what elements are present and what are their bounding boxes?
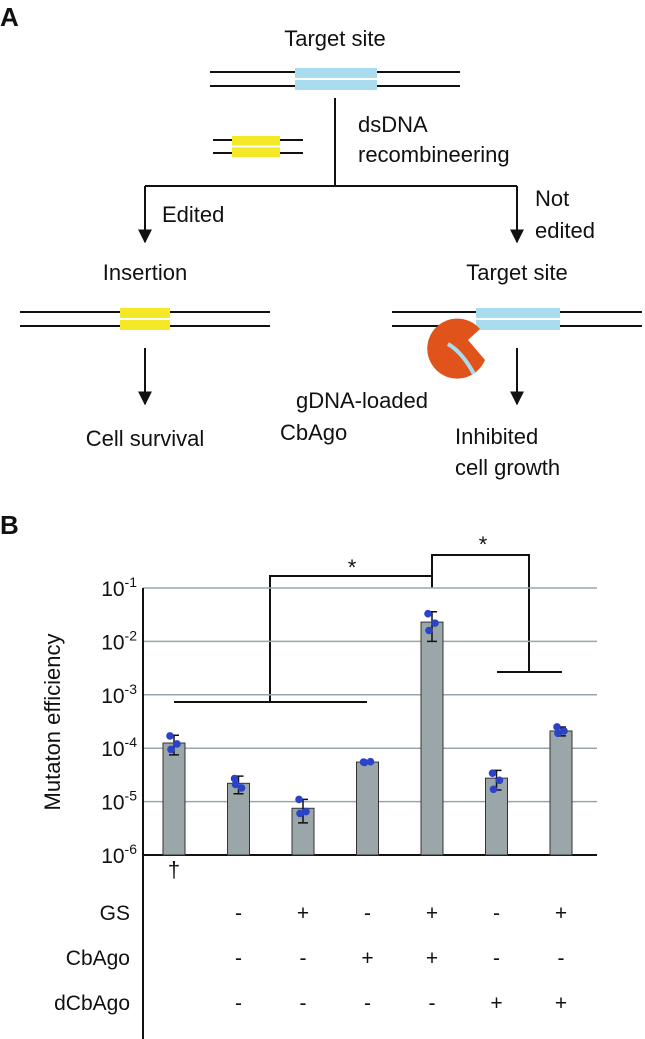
data-point [302, 807, 310, 816]
tick-base: 10 [101, 631, 124, 654]
label: Inhibited [455, 424, 538, 449]
condition-sign: - [429, 992, 436, 1015]
label: gDNA-loaded [296, 388, 428, 413]
data-point [488, 769, 497, 778]
condition-sign: + [426, 902, 438, 925]
condition-sign: - [558, 947, 565, 970]
tick-exp: -6 [125, 841, 138, 857]
data-point [166, 732, 174, 740]
annotation: * [348, 555, 357, 580]
y-tick-label: 10-1 [101, 574, 137, 601]
condition-sign: - [493, 902, 500, 925]
panel-label: A [0, 2, 19, 32]
label: dsDNA [358, 112, 428, 137]
condition-sign: + [555, 992, 567, 1015]
label: edited [535, 218, 595, 243]
label: Cell survival [86, 426, 205, 451]
condition-label: dCbAgo [54, 992, 130, 1015]
data-point [167, 745, 175, 754]
bar [162, 742, 186, 856]
bar [420, 621, 444, 856]
data-point [230, 774, 239, 783]
tick-base: 10 [101, 578, 124, 601]
condition-sign: + [490, 992, 502, 1015]
tick-exp: -2 [125, 627, 138, 643]
data-point [425, 626, 433, 635]
condition-sign: - [235, 992, 242, 1015]
tick-exp: -5 [125, 788, 138, 804]
label: recombineering [358, 142, 510, 167]
label: Insertion [103, 260, 187, 285]
y-tick-label: 10-6 [101, 841, 137, 868]
label: Target site [466, 260, 568, 285]
label: Not [535, 186, 569, 211]
condition-sign: - [364, 902, 371, 925]
condition-sign: - [300, 947, 307, 970]
data-point [560, 727, 568, 735]
data-point [295, 795, 303, 804]
condition-sign: - [493, 947, 500, 970]
condition-label: GS [100, 902, 130, 925]
tick-exp: -4 [125, 734, 138, 750]
tick-exp: -1 [125, 574, 138, 590]
data-point [424, 609, 432, 618]
data-point [554, 729, 562, 738]
data-point [431, 619, 439, 627]
y-axis-label: Mutaton efficiency [40, 634, 65, 811]
label: Target site [284, 26, 386, 51]
condition-sign: - [235, 902, 242, 925]
tick-base: 10 [101, 738, 124, 761]
condition-sign: - [235, 947, 242, 970]
y-tick-label: 10-2 [101, 627, 137, 654]
tick-exp: -3 [125, 681, 138, 697]
label: CbAgo [280, 420, 347, 445]
tick-base: 10 [101, 792, 124, 815]
data-point [360, 758, 369, 767]
bar [549, 730, 573, 856]
y-tick-label: 10-3 [101, 681, 137, 708]
data-point [237, 784, 246, 792]
significance-bracket [174, 554, 562, 703]
bar [356, 761, 379, 856]
data-point [366, 757, 375, 766]
condition-sign: + [426, 947, 438, 970]
condition-sign: - [364, 992, 371, 1015]
condition-sign: + [555, 902, 567, 925]
data-point [231, 780, 240, 789]
label: cell growth [455, 455, 560, 480]
data-point [173, 740, 181, 748]
y-tick-label: 10-5 [101, 788, 137, 815]
diagram: A Target site dsDNA recombineering Edite… [0, 2, 642, 540]
annotation: * [479, 532, 488, 557]
data-point [489, 785, 498, 794]
condition-sign: + [297, 902, 309, 925]
data-point [553, 723, 561, 731]
chart: Mutaton efficiency * * † 10-610-510-410-… [40, 532, 597, 1039]
condition-label: CbAgo [66, 947, 130, 970]
label: Edited [162, 202, 224, 227]
annotation: † [168, 857, 180, 882]
tick-base: 10 [101, 845, 124, 868]
data-point [495, 776, 504, 785]
condition-sign: + [361, 947, 373, 970]
panel-label: B [0, 510, 19, 540]
condition-sign: - [300, 992, 307, 1015]
tick-base: 10 [101, 685, 124, 708]
y-tick-label: 10-4 [101, 734, 137, 761]
data-point [296, 809, 304, 818]
